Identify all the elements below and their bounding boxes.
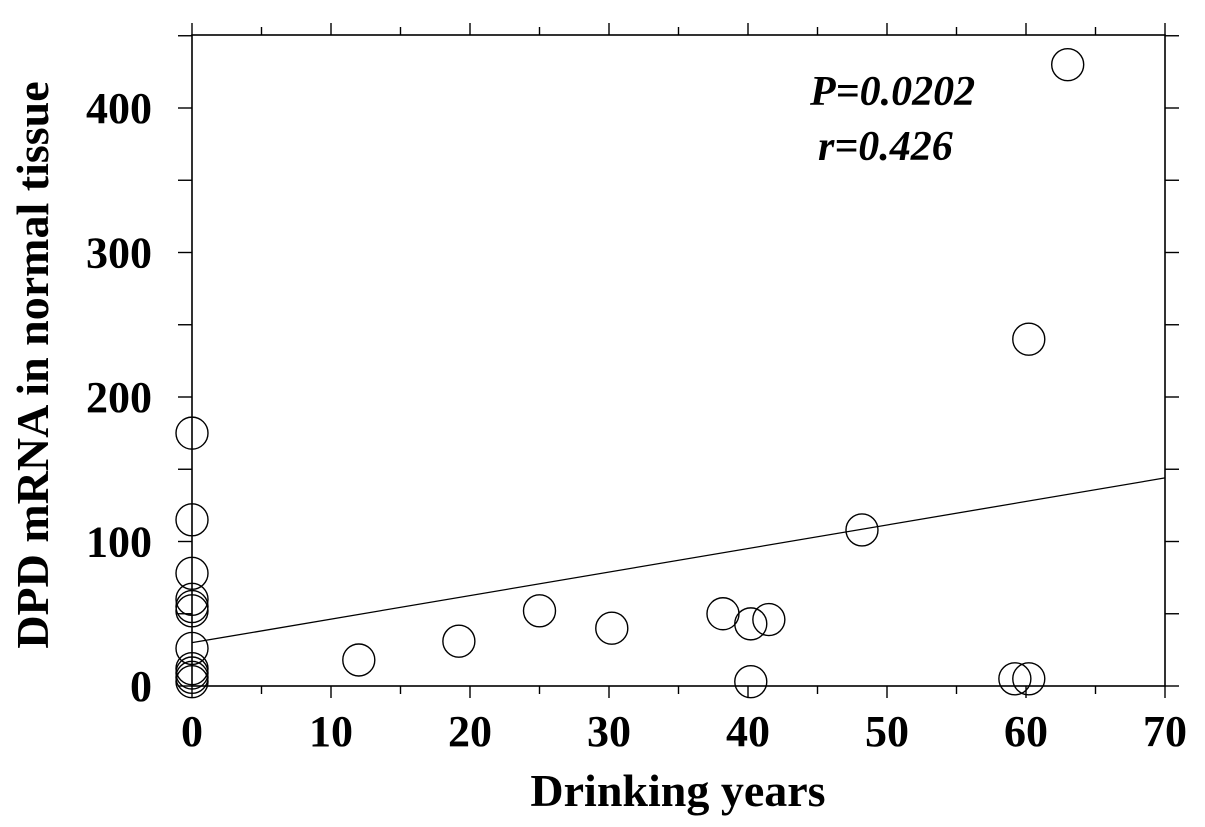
data-point [175, 556, 209, 590]
y-tick-label: 300 [86, 229, 152, 278]
data-point [175, 631, 209, 666]
p-value-annotation: P=0.0202 [809, 69, 975, 115]
data-point [1050, 47, 1085, 82]
r-value-annotation: r=0.426 [818, 124, 953, 170]
data-point [175, 416, 209, 450]
data-point [175, 582, 209, 616]
data-point [734, 664, 768, 699]
data-point [442, 624, 476, 658]
y-tick-label: 400 [86, 84, 152, 133]
data-point [1012, 322, 1046, 356]
data-point [175, 503, 209, 537]
data-point [1012, 662, 1046, 696]
x-tick-label: 0 [181, 707, 203, 756]
y-tick-label: 100 [86, 518, 152, 567]
data-point [734, 607, 768, 641]
x-axis-title: Drinking years [530, 765, 825, 816]
x-tick-label: 60 [1004, 707, 1048, 756]
data-point [998, 662, 1032, 696]
data-point [522, 594, 557, 628]
tick-labels: 0 10 20 30 40 50 60 70 0 100 200 300 400 [86, 84, 1187, 756]
axis-ticks [178, 23, 1179, 698]
y-tick-label: 200 [86, 373, 152, 422]
data-point [175, 594, 209, 628]
x-tick-label: 10 [309, 707, 353, 756]
x-tick-label: 30 [587, 707, 631, 756]
x-tick-label: 20 [448, 707, 492, 756]
data-point [342, 643, 376, 677]
data-point [175, 664, 209, 699]
data-point [595, 611, 629, 645]
data-point [845, 513, 879, 547]
data-point [752, 602, 786, 637]
x-tick-label: 40 [726, 707, 770, 756]
data-points [175, 47, 1085, 699]
y-tick-label: 0 [130, 662, 152, 711]
y-axis-title: DPD mRNA in normal tissue [7, 81, 58, 648]
regression-line [191, 477, 1166, 644]
x-tick-label: 70 [1143, 707, 1187, 756]
x-tick-label: 50 [865, 707, 909, 756]
plot-frame [191, 34, 1166, 687]
